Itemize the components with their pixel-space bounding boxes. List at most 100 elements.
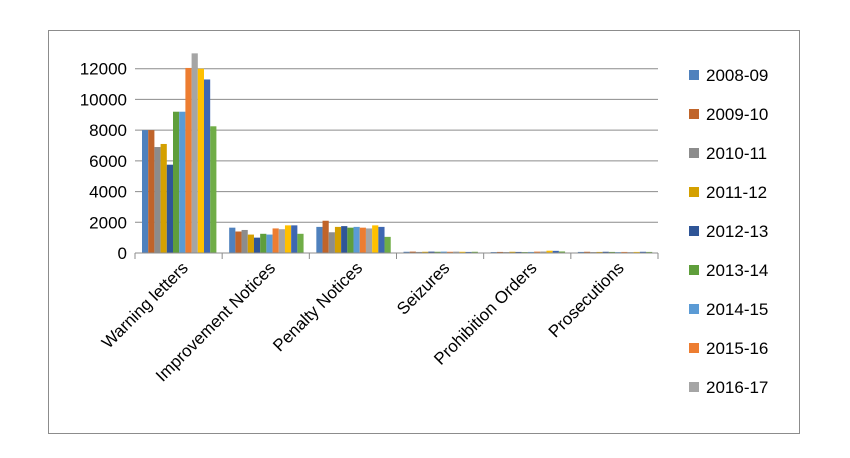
legend-swatch (689, 187, 699, 197)
y-tick-label: 8000 (89, 121, 127, 140)
bar (173, 111, 180, 253)
bar (322, 220, 329, 253)
bar (415, 251, 423, 253)
legend-label: 2008-09 (706, 66, 768, 85)
category-label: Seizures (393, 258, 453, 318)
bar (534, 251, 541, 253)
bar (471, 251, 478, 253)
bar (440, 251, 447, 253)
bar (459, 251, 466, 253)
bar (359, 227, 366, 253)
bar (191, 53, 198, 253)
bar (353, 226, 360, 253)
bar (428, 251, 435, 253)
y-tick-label: 2000 (89, 213, 127, 232)
bar (639, 251, 647, 253)
bar (540, 251, 547, 253)
bar (633, 251, 640, 253)
gridlines (135, 68, 658, 223)
bar (197, 68, 204, 253)
legend-swatch (689, 109, 699, 119)
category-label: Penalty Notices (269, 258, 366, 355)
y-axis-ticks: 0 2000 4000 6000 8000 10000 12000 (80, 60, 127, 263)
bar (260, 233, 267, 253)
bar (422, 251, 429, 253)
y-tick-label: 6000 (89, 152, 127, 171)
bar (278, 229, 285, 253)
legend: 2008-09 2009-10 2010-11 2011-12 2012-13 2013-… (689, 66, 768, 397)
bar (241, 229, 248, 253)
bar (142, 130, 149, 253)
y-tick-label: 0 (118, 244, 127, 263)
bar-chart: 0 2000 4000 6000 8000 10000 12000 Warning lett… (80, 53, 768, 397)
bar (148, 130, 155, 253)
bar (266, 234, 273, 253)
bar (365, 228, 373, 253)
x-axis (134, 252, 659, 259)
bar (334, 226, 342, 253)
legend-label: 2013-14 (706, 261, 768, 280)
bar (465, 251, 472, 253)
bar (596, 251, 603, 253)
legend-swatch (689, 343, 699, 353)
bar (409, 251, 416, 253)
bar (434, 251, 441, 253)
bar (229, 227, 236, 253)
bar (247, 234, 254, 253)
bar (453, 251, 460, 253)
legend-swatch (689, 226, 699, 236)
bar (328, 232, 335, 253)
legend-label: 2016-17 (706, 378, 768, 397)
legend-swatch (689, 265, 699, 275)
bar (384, 236, 391, 253)
bar (316, 226, 323, 253)
bar (527, 251, 535, 253)
legend-swatch (689, 148, 699, 158)
bar (204, 79, 211, 253)
bar (291, 225, 298, 253)
bar (646, 251, 653, 253)
category-label: Prosecutions (545, 258, 628, 341)
chart-frame: 0 2000 4000 6000 8000 10000 12000 Warning lett… (48, 30, 800, 434)
y-tick-label: 4000 (89, 183, 127, 202)
legend-label: 2010-11 (706, 144, 767, 163)
y-tick-label: 12000 (80, 60, 127, 79)
bar (235, 231, 242, 253)
bar (166, 164, 173, 253)
bar (403, 251, 410, 253)
bar (347, 227, 354, 253)
bar (185, 67, 192, 253)
bar (577, 251, 585, 253)
bar (341, 226, 348, 253)
legend-label: 2012-13 (706, 222, 768, 241)
legend-label: 2009-10 (706, 105, 768, 124)
legend-label: 2015-16 (706, 339, 768, 358)
legend-label: 2011-12 (706, 183, 767, 202)
bar (552, 250, 559, 253)
bar (584, 251, 591, 253)
y-tick-label: 10000 (80, 90, 127, 109)
legend-swatch (689, 382, 699, 392)
bar (608, 251, 616, 253)
bar (558, 251, 566, 253)
bar (160, 143, 167, 253)
bar (372, 225, 379, 253)
bar (253, 237, 261, 253)
bar (546, 250, 553, 253)
bar (446, 251, 454, 253)
bar (515, 251, 522, 253)
bar (154, 147, 161, 253)
bar (496, 251, 504, 253)
legend-swatch (689, 304, 699, 314)
bar (602, 251, 609, 253)
legend-label: 2014-15 (706, 300, 768, 319)
bar (272, 228, 279, 253)
bar (297, 233, 304, 253)
bar (378, 226, 385, 253)
bar (284, 225, 292, 253)
bar (509, 251, 516, 253)
bar (621, 251, 628, 253)
bar (210, 126, 217, 253)
bars (142, 53, 653, 253)
